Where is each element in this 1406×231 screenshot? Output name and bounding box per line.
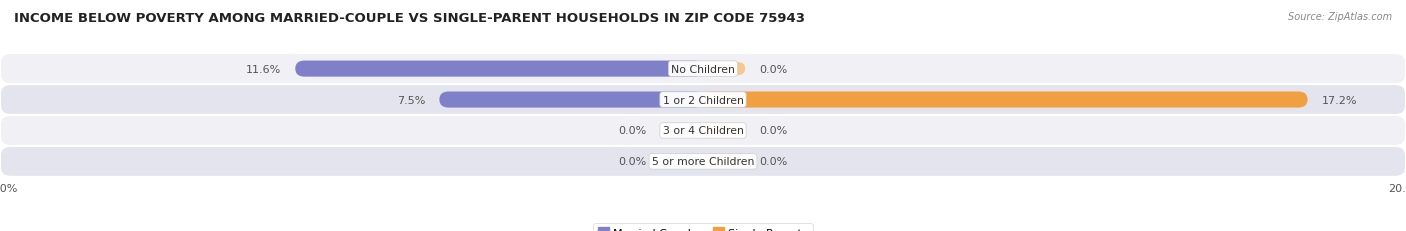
- Text: 17.2%: 17.2%: [1322, 95, 1357, 105]
- Text: 3 or 4 Children: 3 or 4 Children: [662, 126, 744, 136]
- Text: 0.0%: 0.0%: [759, 126, 787, 136]
- Text: 0.0%: 0.0%: [619, 157, 647, 167]
- FancyBboxPatch shape: [703, 92, 1308, 108]
- FancyBboxPatch shape: [703, 155, 745, 168]
- FancyBboxPatch shape: [703, 125, 745, 137]
- FancyBboxPatch shape: [295, 61, 703, 77]
- FancyBboxPatch shape: [703, 63, 745, 76]
- Text: Source: ZipAtlas.com: Source: ZipAtlas.com: [1288, 12, 1392, 21]
- FancyBboxPatch shape: [0, 85, 1406, 116]
- Text: 0.0%: 0.0%: [759, 64, 787, 74]
- FancyBboxPatch shape: [0, 54, 1406, 85]
- Text: No Children: No Children: [671, 64, 735, 74]
- Text: 5 or more Children: 5 or more Children: [652, 157, 754, 167]
- Text: 1 or 2 Children: 1 or 2 Children: [662, 95, 744, 105]
- FancyBboxPatch shape: [661, 155, 703, 168]
- Legend: Married Couples, Single Parents: Married Couples, Single Parents: [593, 223, 813, 231]
- Text: 0.0%: 0.0%: [619, 126, 647, 136]
- Text: INCOME BELOW POVERTY AMONG MARRIED-COUPLE VS SINGLE-PARENT HOUSEHOLDS IN ZIP COD: INCOME BELOW POVERTY AMONG MARRIED-COUPL…: [14, 12, 806, 24]
- FancyBboxPatch shape: [0, 116, 1406, 146]
- FancyBboxPatch shape: [0, 146, 1406, 177]
- Text: 7.5%: 7.5%: [396, 95, 425, 105]
- Text: 11.6%: 11.6%: [246, 64, 281, 74]
- Text: 0.0%: 0.0%: [759, 157, 787, 167]
- FancyBboxPatch shape: [439, 92, 703, 108]
- FancyBboxPatch shape: [661, 125, 703, 137]
